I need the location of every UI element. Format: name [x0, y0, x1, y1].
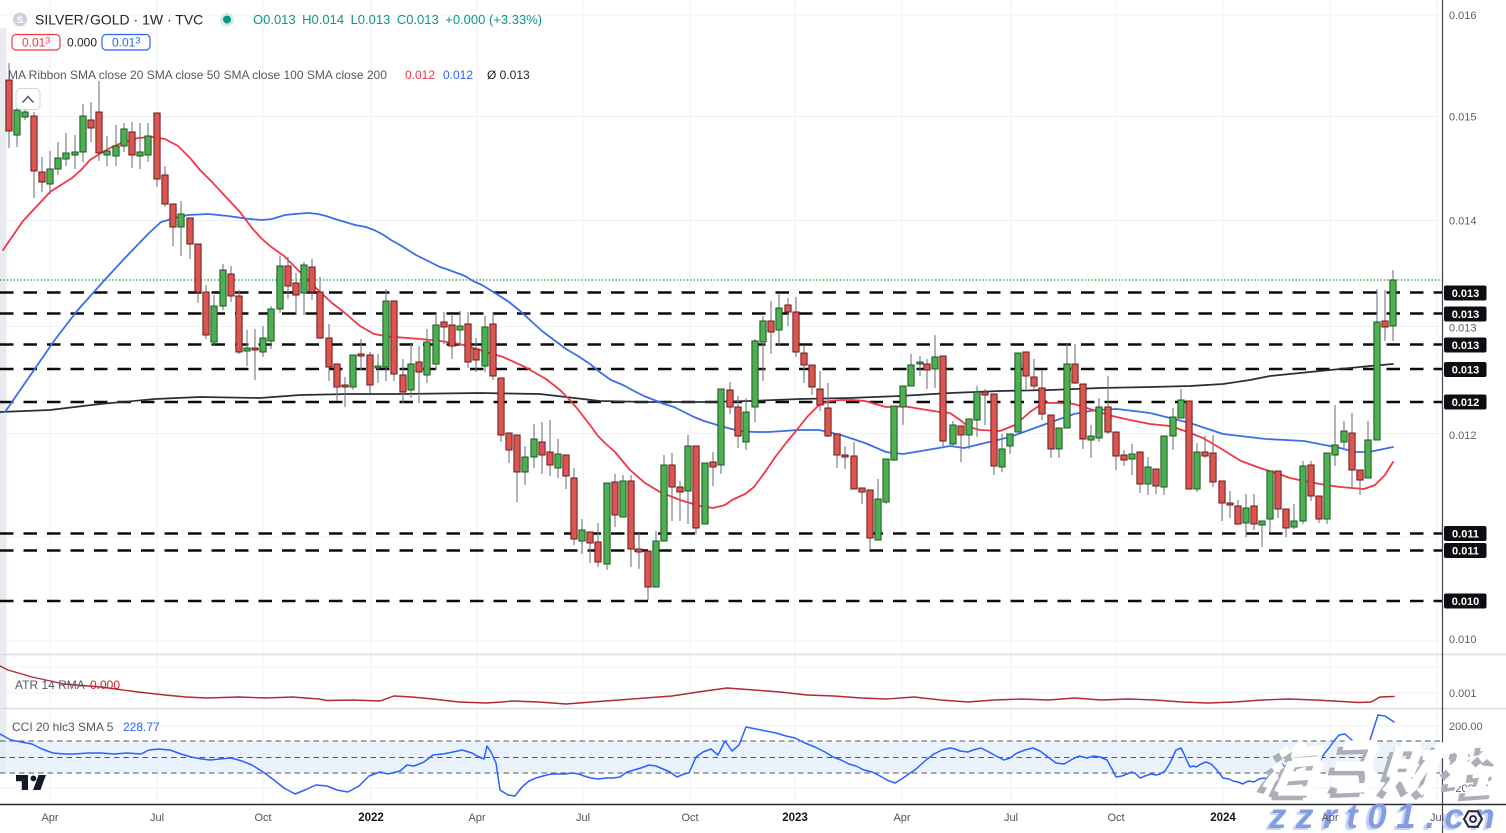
- svg-text:zzrt01.cn: zzrt01.cn: [1268, 797, 1504, 833]
- svg-text:Oct: Oct: [254, 812, 271, 824]
- svg-text:Apr: Apr: [41, 812, 58, 824]
- svg-text:Apr: Apr: [1321, 812, 1338, 824]
- svg-text:228.77: 228.77: [123, 720, 160, 734]
- svg-text:zzrt01.cn: zzrt01.cn: [1265, 799, 1501, 833]
- svg-text:0.001: 0.001: [1449, 688, 1477, 700]
- svg-text:Jul: Jul: [1430, 812, 1444, 824]
- svg-text:Apr: Apr: [468, 812, 485, 824]
- svg-text:0.012: 0.012: [1449, 430, 1477, 442]
- svg-text:ATR 14 RMA: ATR 14 RMA: [15, 678, 85, 692]
- svg-text:0.013: 0.013: [1452, 288, 1480, 300]
- svg-text:0.014: 0.014: [1449, 216, 1477, 228]
- svg-text:0.012: 0.012: [1452, 397, 1480, 409]
- svg-text:2023: 2023: [782, 812, 808, 824]
- svg-text:0.013: 0.013: [1452, 309, 1480, 321]
- svg-text:0.011: 0.011: [1452, 546, 1479, 558]
- svg-text:O0.013 H0.014 L0.013 C0.013 +0: O0.013 H0.014 L0.013 C0.013 +0.000 (+3.3…: [253, 12, 542, 27]
- svg-text:S: S: [17, 15, 23, 26]
- svg-text:Jul: Jul: [1004, 812, 1018, 824]
- svg-text:0.013: 0.013: [1452, 340, 1480, 352]
- svg-text:200.00: 200.00: [1449, 721, 1483, 733]
- svg-text:0.010: 0.010: [1452, 596, 1480, 608]
- svg-text:Oct: Oct: [1107, 812, 1124, 824]
- svg-text:Apr: Apr: [893, 812, 910, 824]
- svg-text:CCI 20 hlc3 SMA 5: CCI 20 hlc3 SMA 5: [12, 720, 114, 734]
- svg-text:SILVER / GOLD · 1W · TVC: SILVER / GOLD · 1W · TVC: [35, 12, 203, 28]
- svg-text:0.010: 0.010: [1449, 634, 1477, 646]
- svg-text:0.013: 0.013: [1449, 323, 1477, 335]
- svg-text:2022: 2022: [358, 812, 384, 824]
- svg-text:0.012: 0.012: [405, 68, 435, 82]
- svg-text:Jul: Jul: [150, 812, 164, 824]
- svg-text:0.013: 0.013: [1452, 365, 1480, 377]
- svg-text:0.012: 0.012: [443, 68, 473, 82]
- svg-text:Ø 0.013: Ø 0.013: [487, 68, 530, 82]
- svg-text:0.000: 0.000: [90, 678, 120, 692]
- svg-text:0.016: 0.016: [1449, 10, 1477, 22]
- svg-text:0.000: 0.000: [67, 36, 97, 50]
- svg-text:0.015: 0.015: [1449, 112, 1477, 124]
- svg-text:MA Ribbon SMA close 20 SMA clo: MA Ribbon SMA close 20 SMA close 50 SMA …: [8, 68, 387, 82]
- svg-text:0.013: 0.013: [22, 36, 50, 50]
- svg-text:2024: 2024: [1210, 812, 1236, 824]
- svg-text:Jul: Jul: [576, 812, 590, 824]
- svg-text:0.013: 0.013: [112, 36, 140, 50]
- svg-text:Oct: Oct: [681, 812, 698, 824]
- svg-text:0.011: 0.011: [1452, 529, 1479, 541]
